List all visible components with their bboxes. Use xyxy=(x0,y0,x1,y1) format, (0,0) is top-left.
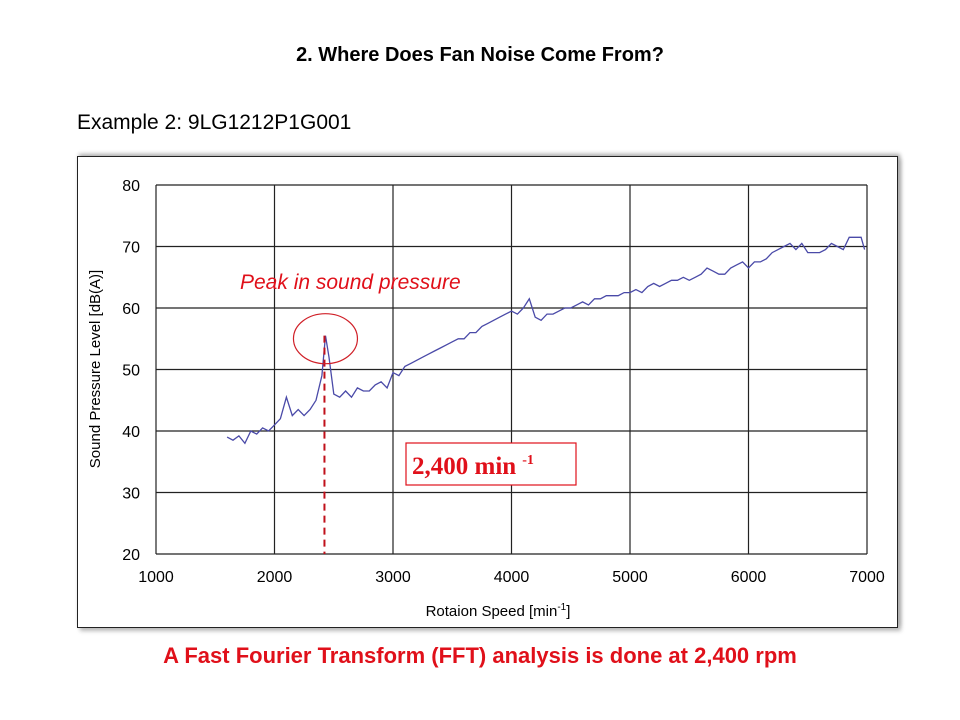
tick-labels: 1000 2000 3000 4000 5000 6000 7000 20 30 40 50 60 70… xyxy=(122,178,885,586)
marker-label-main: 2,400 min xyxy=(412,453,516,480)
marker-label-sup: -1 xyxy=(522,453,534,468)
y-tick-label: 70 xyxy=(122,240,140,257)
x-axis-label-main: Rotaion Speed [min xyxy=(426,603,558,620)
y-tick-label: 60 xyxy=(122,301,140,318)
marker-label: 2,400 min -1 xyxy=(412,453,534,480)
x-tick-label: 3000 xyxy=(375,569,411,586)
footer-note: A Fast Fourier Transform (FFT) analysis … xyxy=(163,643,797,668)
y-tick-label: 80 xyxy=(122,178,140,195)
example-label: Example 2: 9LG1212P1G001 xyxy=(77,111,352,134)
x-axis-label-sup: -1 xyxy=(557,602,566,613)
y-tick-label: 20 xyxy=(122,547,140,564)
x-tick-label: 1000 xyxy=(138,569,174,586)
marker-box xyxy=(405,442,577,486)
peak-label: Peak in sound pressure xyxy=(240,271,461,294)
x-tick-label: 6000 xyxy=(731,569,767,586)
y-axis-label: Sound Pressure Level [dB(A)] xyxy=(87,270,104,468)
x-axis-label-end: ] xyxy=(566,603,570,620)
x-tick-label: 7000 xyxy=(849,569,885,586)
series-line xyxy=(226,236,866,445)
y-tick-label: 30 xyxy=(122,486,140,503)
grid xyxy=(155,184,868,555)
x-tick-label: 4000 xyxy=(494,569,530,586)
peak-circle xyxy=(292,313,359,365)
x-axis-label: Rotaion Speed [min-1] xyxy=(426,602,571,620)
chart-frame xyxy=(77,156,898,628)
y-tick-label: 50 xyxy=(122,363,140,380)
x-tick-label: 5000 xyxy=(612,569,648,586)
slide-title: 2. Where Does Fan Noise Come From? xyxy=(296,44,664,66)
y-tick-label: 40 xyxy=(122,424,140,441)
x-tick-label: 2000 xyxy=(257,569,293,586)
